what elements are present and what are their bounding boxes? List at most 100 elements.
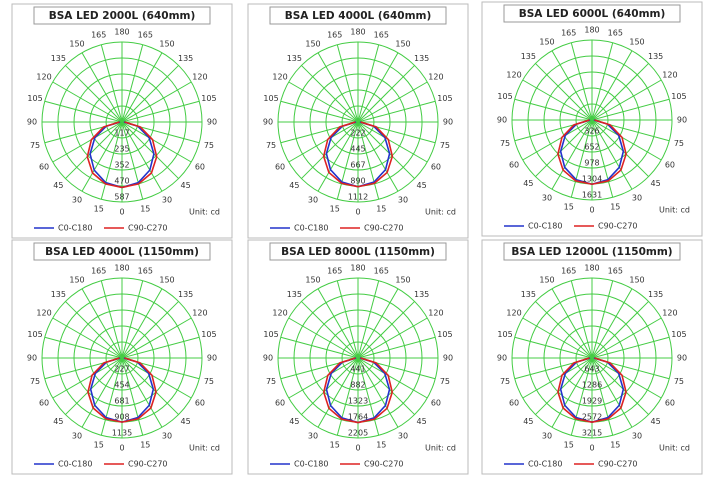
intensity-curve <box>121 357 157 423</box>
chart-title: BSA LED 4000L (640mm) <box>285 10 432 22</box>
radial-tick-label: 908 <box>114 413 129 422</box>
angle-label: 120 <box>36 73 51 82</box>
grid-spoke <box>121 81 192 123</box>
legend-label: C0-C180 <box>58 460 92 469</box>
angle-label: 105 <box>27 94 42 103</box>
angle-label: 165 <box>374 267 389 276</box>
angle-label: 15 <box>94 204 104 213</box>
angle-label: 15 <box>330 440 340 449</box>
angle-label: 150 <box>159 276 174 285</box>
angle-label: 15 <box>610 440 620 449</box>
angle-label: 90 <box>677 116 687 125</box>
radial-tick-label: 227 <box>114 365 129 374</box>
grid-spoke <box>121 301 179 359</box>
angle-label: 150 <box>69 276 84 285</box>
angle-label: 75 <box>440 377 450 386</box>
angle-label: 75 <box>30 377 40 386</box>
angle-label: 90 <box>27 354 37 363</box>
angle-label: 0 <box>119 208 124 217</box>
angle-label: 30 <box>542 193 552 202</box>
angle-label: 30 <box>162 195 172 204</box>
grid-spoke <box>100 357 123 436</box>
angle-label: 75 <box>500 377 510 386</box>
angle-label: 105 <box>671 330 686 339</box>
angle-label: 165 <box>561 267 576 276</box>
angle-label: 60 <box>39 399 49 408</box>
angle-label: 120 <box>506 71 521 80</box>
angle-label: 60 <box>665 161 675 170</box>
grid-spoke <box>301 357 359 415</box>
grid-spoke <box>121 357 179 415</box>
angle-label: 30 <box>632 431 642 440</box>
angle-label: 165 <box>561 29 576 38</box>
angle-label: 45 <box>523 417 533 426</box>
angle-label: 165 <box>138 267 153 276</box>
angle-label: 105 <box>263 330 278 339</box>
grid-spoke <box>121 357 163 428</box>
grid-spoke <box>301 121 359 179</box>
grid-spoke <box>591 119 662 161</box>
grid-spoke <box>522 119 593 161</box>
grid-spoke <box>280 336 359 359</box>
grid-spoke <box>52 357 123 399</box>
angle-label: 120 <box>662 309 677 318</box>
grid-spoke <box>591 357 649 415</box>
chart-panel: BSA LED 6000L (640mm) 0 15 15 30 30 45 45 60 60 75… <box>481 1 703 237</box>
angle-label: 150 <box>69 40 84 49</box>
grid-spoke <box>317 357 359 428</box>
grid-spoke <box>591 119 649 177</box>
angle-label: 135 <box>51 290 66 299</box>
angle-label: 90 <box>497 354 507 363</box>
intensity-curve <box>322 357 359 424</box>
angle-label: 135 <box>287 290 302 299</box>
radial-tick-label: 326 <box>584 126 599 135</box>
grid-spoke <box>121 357 192 399</box>
radial-tick-label: 235 <box>114 145 129 154</box>
angle-label: 75 <box>674 377 684 386</box>
radial-tick-label: 3215 <box>582 429 602 438</box>
grid-spoke <box>65 121 123 179</box>
grid-spoke <box>570 119 593 198</box>
grid-spoke <box>357 65 415 123</box>
angle-label: 60 <box>509 161 519 170</box>
angle-label: 15 <box>330 204 340 213</box>
grid-spoke <box>591 119 633 190</box>
grid-spoke <box>591 42 614 121</box>
angle-label: 105 <box>201 330 216 339</box>
title-box <box>269 6 447 25</box>
grid-spoke <box>357 357 428 399</box>
grid-spoke <box>81 121 123 192</box>
angle-label: 165 <box>91 31 106 40</box>
legend-label: C0-C180 <box>58 224 92 233</box>
grid-spoke <box>535 357 593 415</box>
angle-label: 135 <box>521 290 536 299</box>
angle-label: 165 <box>374 31 389 40</box>
angle-label: 30 <box>308 431 318 440</box>
chart-title: BSA LED 8000L (1150mm) <box>281 246 435 258</box>
chart-title: BSA LED 6000L (640mm) <box>519 8 666 20</box>
angle-label: 165 <box>327 31 342 40</box>
grid-spoke <box>288 121 359 163</box>
angle-label: 90 <box>497 116 507 125</box>
grid-spoke <box>44 336 123 359</box>
angle-label: 120 <box>428 309 443 318</box>
radial-tick-label: 454 <box>114 381 129 390</box>
grid-spoke <box>336 121 359 200</box>
intensity-curve <box>591 119 627 186</box>
chart-panel: BSA LED 2000L (640mm) 0 15 15 30 30 45 45 60 60 75… <box>11 3 233 239</box>
angle-label: 60 <box>195 399 205 408</box>
angle-label: 30 <box>632 193 642 202</box>
grid-spoke <box>591 63 649 121</box>
angle-label: 15 <box>564 440 574 449</box>
angle-label: 90 <box>443 354 453 363</box>
angle-label: 0 <box>589 206 594 215</box>
grid-spoke <box>301 301 359 359</box>
radial-tick-label: 1764 <box>348 413 368 422</box>
radial-tick-label: 978 <box>584 158 599 167</box>
angle-label: 105 <box>497 92 512 101</box>
title-box <box>503 242 681 261</box>
angle-label: 120 <box>662 71 677 80</box>
radial-tick-label: 1631 <box>582 191 602 200</box>
radial-tick-label: 587 <box>114 193 129 202</box>
angle-label: 120 <box>192 309 207 318</box>
